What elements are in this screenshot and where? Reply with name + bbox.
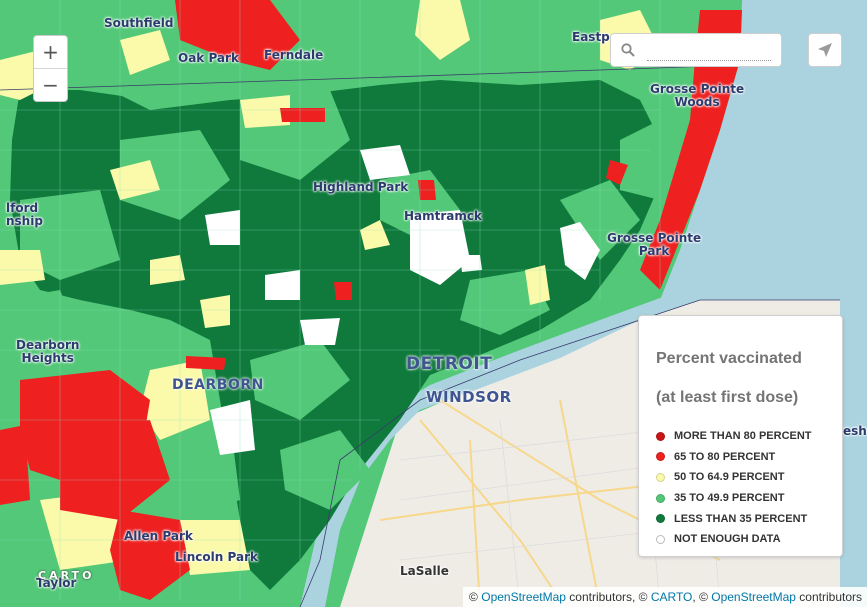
- label-lakeshore: esho: [843, 424, 867, 438]
- attribution-text: contributors: [795, 590, 862, 604]
- label-highland-park: Highland Park: [313, 180, 409, 194]
- legend-items: MORE THAN 80 PERCENT 65 TO 80 PERCENT 50…: [656, 426, 812, 550]
- zoom-in-button[interactable]: +: [42, 40, 59, 64]
- legend-item: 50 TO 64.9 PERCENT: [656, 467, 812, 488]
- legend-label: 35 TO 49.9 PERCENT: [674, 492, 785, 505]
- location-arrow-icon: [818, 43, 832, 57]
- label-southfield: Southfield: [104, 16, 174, 30]
- carto-logo: CARTO: [38, 569, 95, 582]
- legend-swatch: [656, 472, 665, 482]
- label-detroit: DETROIT: [406, 354, 493, 374]
- label-dearborn-heights: Dearborn Heights: [16, 339, 79, 364]
- label-line-1: lford: [6, 201, 39, 215]
- label-ferndale: Ferndale: [264, 48, 324, 62]
- legend-label: MORE THAN 80 PERCENT: [674, 430, 812, 443]
- legend-label: LESS THAN 35 PERCENT: [674, 512, 808, 525]
- search-icon: [621, 43, 635, 57]
- tracts-no-data: [205, 145, 600, 455]
- label-oak-park: Oak Park: [178, 51, 239, 65]
- label-grosse-pointe-woods: Grosse Pointe Woods: [650, 83, 744, 108]
- label-redford: lford nship: [6, 202, 43, 227]
- label-allen-park: Allen Park: [124, 529, 193, 543]
- label-line-2: Heights: [21, 350, 74, 365]
- carto-link[interactable]: CARTO: [650, 590, 693, 604]
- search-input[interactable]: [647, 42, 771, 61]
- zoom-out-button[interactable]: −: [34, 68, 67, 101]
- label-dearborn: DEARBORN: [172, 377, 264, 393]
- legend-swatch: [656, 452, 665, 462]
- attribution-text: ©: [469, 590, 482, 604]
- attribution-text: contributors, ©: [565, 590, 651, 604]
- legend-swatch: [656, 534, 665, 544]
- legend-label: NOT ENOUGH DATA: [674, 533, 781, 546]
- legend-title: Percent vaccinated: [656, 350, 802, 367]
- zoom-control: + −: [33, 35, 68, 102]
- label-lincoln-park: Lincoln Park: [175, 550, 258, 564]
- label-lasalle: LaSalle: [400, 564, 449, 578]
- locate-button[interactable]: [808, 33, 842, 67]
- osm-link-2[interactable]: OpenStreetMap: [711, 590, 796, 604]
- attribution-text: , ©: [692, 590, 712, 604]
- label-eastpointe: Eastp: [572, 30, 610, 44]
- label-line-1: Grosse Pointe: [607, 231, 702, 245]
- label-hamtramck: Hamtramck: [404, 209, 482, 223]
- legend-swatch: [656, 514, 665, 524]
- legend-item: LESS THAN 35 PERCENT: [656, 508, 812, 529]
- legend-swatch: [656, 493, 665, 503]
- legend-subtitle: (at least first dose): [656, 389, 799, 406]
- boundary-lines: [0, 64, 840, 607]
- detroit-river: [300, 298, 700, 607]
- label-line-2: Park: [638, 243, 670, 258]
- legend-label: 65 TO 80 PERCENT: [674, 450, 776, 463]
- legend-item: 65 TO 80 PERCENT: [656, 447, 812, 468]
- legend-swatch: [656, 431, 665, 441]
- label-line-2: Woods: [674, 94, 720, 109]
- legend-item: 35 TO 49.9 PERCENT: [656, 488, 812, 509]
- legend-item: NOT ENOUGH DATA: [656, 529, 812, 550]
- legend-item: MORE THAN 80 PERCENT: [656, 426, 812, 447]
- tracts-red: [0, 0, 742, 600]
- legend: Percent vaccinated (at least first dose)…: [638, 315, 843, 557]
- label-line-2: nship: [6, 213, 43, 228]
- attribution: © OpenStreetMap contributors, © CARTO, ©…: [463, 587, 867, 607]
- search-box: [610, 33, 782, 67]
- lake-st-clair: [660, 0, 867, 607]
- label-windsor: WINDSOR: [426, 388, 512, 406]
- label-taylor: Taylor: [36, 576, 77, 590]
- osm-link[interactable]: OpenStreetMap: [481, 590, 566, 604]
- label-line-1: Dearborn: [16, 338, 80, 352]
- label-line-1: Grosse Pointe: [650, 82, 745, 96]
- legend-label: 50 TO 64.9 PERCENT: [674, 471, 785, 484]
- label-grosse-pointe-park: Grosse Pointe Park: [607, 232, 701, 257]
